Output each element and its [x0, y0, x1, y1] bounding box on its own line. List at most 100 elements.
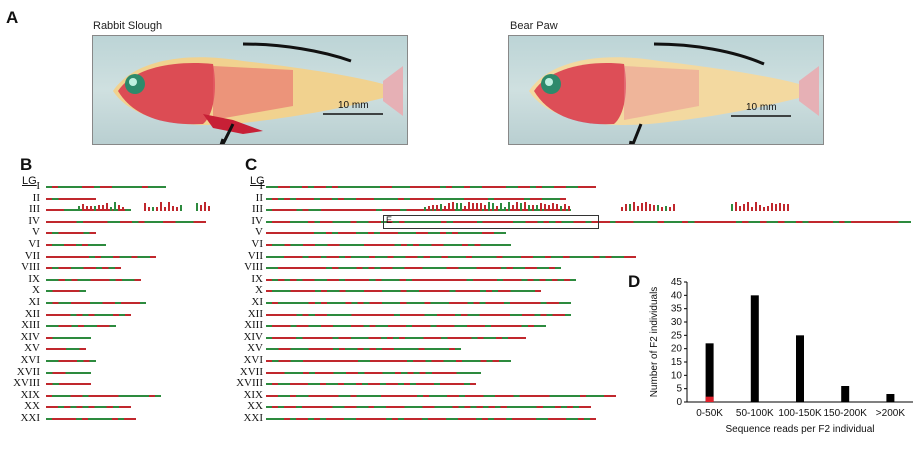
c-lg-label-vi: VI [251, 238, 263, 250]
panel-label-c: C [245, 155, 258, 174]
c-lg-track-xix [266, 394, 616, 397]
b-lg-label-xvi: XVI [20, 354, 40, 366]
c-marker-iii-0-11 [468, 202, 470, 212]
y-tick-label-20: 20 [671, 344, 683, 355]
x-axis-label: Sequence reads per F2 individual [726, 424, 875, 435]
c-marker-iii-2-10 [771, 203, 773, 212]
c-lg-label-xvi: XVI [243, 354, 263, 366]
b-lg-label-v: V [32, 226, 40, 239]
c-marker-iii-0-3 [436, 205, 438, 212]
panel-label-a: A [6, 8, 19, 27]
b-lg-track-ii [46, 197, 96, 200]
c-marker-iii-0-22 [512, 205, 514, 212]
c-lg-label-xvii: XVII [239, 365, 263, 378]
b-marker-iii-1-7 [172, 206, 174, 212]
c-lg-label-i: I [259, 180, 263, 192]
bar-4 [886, 394, 895, 402]
c-marker-iii-2-0 [731, 204, 733, 212]
c-marker-iii-0-20 [504, 207, 506, 212]
c-lg-track-xxi [266, 418, 596, 420]
b-lg-track-xiii [46, 325, 116, 328]
c-marker-iii-2-14 [787, 204, 789, 212]
fish-illustration-bear-paw [529, 42, 819, 144]
c-marker-iii-0-28 [536, 205, 538, 212]
c-lg-track-viii [266, 267, 561, 270]
b-marker-iii-1-6 [168, 202, 170, 212]
c-lg-label-xxi: XXI [243, 412, 263, 424]
c-marker-iii-2-11 [775, 204, 777, 212]
bar-highlight-0 [705, 396, 714, 402]
b-lg-track-vi [46, 244, 106, 246]
fish-photo-bear-paw: 10 mm [508, 35, 824, 145]
scale-bar-label-right: 10 mm [746, 102, 777, 113]
b-lg-label-iii: III [29, 203, 40, 216]
c-lg-track-xiv [266, 336, 526, 339]
bar-3 [841, 386, 850, 402]
b-marker-iii-2-0 [196, 203, 198, 212]
c-lg-label-iii: III [252, 203, 263, 216]
b-lg-label-iv: IV [28, 214, 40, 227]
b-marker-iii-1-0 [144, 203, 146, 212]
c-lg-track-vi [266, 244, 511, 246]
b-lg-label-xvii: XVII [16, 365, 40, 378]
b-lg-track-x [46, 290, 86, 293]
c-lg-track-xvii [266, 371, 481, 374]
c-lg-label-xx: XX [247, 400, 263, 413]
y-tick-label-25: 25 [671, 330, 683, 341]
c-marker-iii-0-9 [460, 203, 462, 212]
b-marker-iii-0-3 [90, 206, 92, 212]
c-lg-track-xvi [266, 360, 511, 362]
b-lg-label-xv: XV [24, 342, 40, 355]
b-lg-track-xvi [46, 360, 96, 362]
c-lg-track-v [266, 232, 506, 235]
b-lg-label-xii: XII [24, 307, 40, 320]
b-marker-iii-1-2 [152, 207, 154, 212]
y-axis-label: Number of F2 individuals [649, 287, 660, 398]
c-marker-iii-0-14 [480, 203, 482, 212]
bar-0 [705, 343, 714, 402]
c-marker-iii-0-13 [476, 203, 478, 212]
y-tick-label-40: 40 [671, 290, 683, 301]
c-marker-iii-1-2 [629, 204, 631, 212]
c-lg-label-v: V [255, 226, 263, 239]
panel-label-d: D [628, 272, 641, 291]
c-marker-iii-1-3 [633, 202, 635, 212]
b-lg-label-viii: VIII [21, 261, 40, 274]
c-marker-iii-0-10 [464, 206, 466, 212]
b-lg-track-ix [46, 278, 141, 281]
c-lg-label-vii: VII [247, 249, 263, 262]
c-lg-label-xviii: XVIII [236, 377, 263, 390]
c-lg-label-viii: VIII [244, 261, 263, 274]
region-box-label: E [386, 215, 393, 225]
c-lg-track-x [266, 290, 541, 293]
fish-photo-rabbit-slough: 10 mm [92, 35, 408, 145]
c-marker-iii-2-8 [763, 207, 765, 212]
b-lg-label-xix: XIX [20, 388, 40, 401]
b-marker-iii-1-9 [180, 205, 182, 212]
c-marker-iii-0-21 [508, 202, 510, 212]
b-lg-track-xx [46, 406, 131, 409]
b-lg-label-vi: VI [28, 238, 40, 250]
b-marker-iii-0-8 [110, 207, 112, 212]
c-marker-iii-2-4 [747, 202, 749, 212]
c-marker-iii-1-4 [637, 206, 639, 212]
y-tick-label-35: 35 [671, 304, 683, 315]
reads-histogram: 0 5 10 15 20 25 30 35 40 45 0-50K 50-100K 100-150K 15… [649, 277, 913, 435]
c-lg-label-xix: XIX [243, 388, 263, 401]
b-lg-label-xx: XX [24, 400, 40, 413]
c-marker-iii-0-19 [500, 203, 502, 212]
b-marker-iii-0-1 [82, 204, 84, 212]
c-marker-iii-0-5 [444, 206, 446, 212]
scale-bar-label-left: 10 mm [338, 100, 369, 111]
c-lg-track-xiii [266, 325, 546, 328]
b-lg-track-i [46, 186, 166, 188]
c-marker-iii-0-36 [568, 206, 570, 212]
c-marker-iii-0-35 [564, 204, 566, 212]
c-lg-label-x: X [255, 284, 263, 297]
c-marker-iii-0-6 [448, 203, 450, 212]
b-lg-label-xxi: XXI [20, 412, 40, 424]
b-lg-label-xviii: XVIII [13, 377, 40, 390]
b-lg-label-i: I [36, 180, 40, 192]
lg-header-c: LG [250, 175, 265, 187]
c-marker-iii-2-3 [743, 204, 745, 212]
